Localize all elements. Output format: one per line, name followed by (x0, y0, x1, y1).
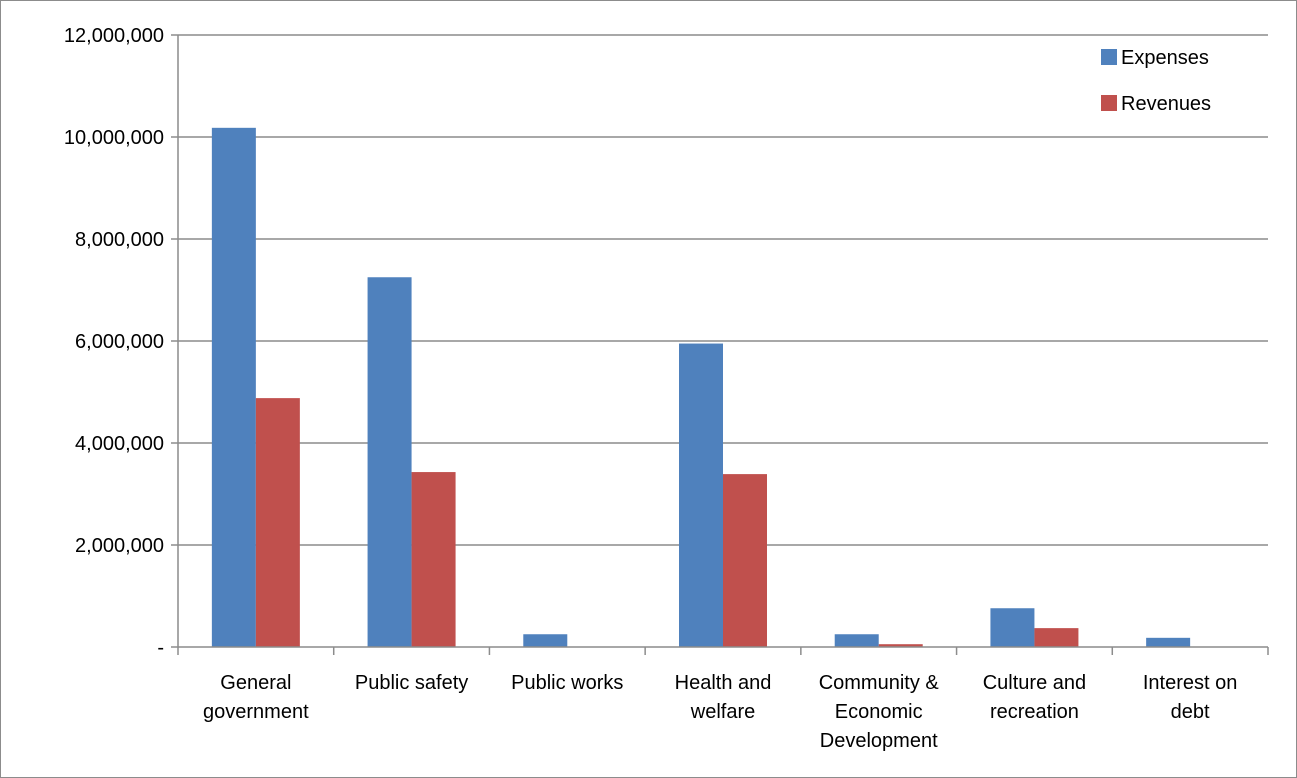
bar-revenues (878, 644, 923, 647)
bar-revenues (1034, 628, 1079, 647)
x-tick-label: Interest on debt (1143, 672, 1238, 723)
bar-expenses (211, 127, 256, 647)
bar-expenses (367, 277, 412, 647)
y-tick-label: 6,000,000 (75, 331, 164, 353)
x-tick-label: Culture and recreation (983, 672, 1086, 723)
bar-expenses (990, 608, 1035, 647)
y-tick-label: 12,000,000 (64, 25, 164, 47)
bar-expenses (523, 634, 568, 647)
x-tick-label: Public works (511, 672, 623, 694)
legend-swatch-expenses (1101, 49, 1117, 65)
y-tick-label: - (157, 637, 164, 659)
x-tick-label: Public safety (355, 672, 468, 694)
bar-expenses (834, 634, 879, 647)
y-tick-label: 8,000,000 (75, 229, 164, 251)
legend-swatch-revenues (1101, 95, 1117, 111)
y-tick-label: 10,000,000 (64, 127, 164, 149)
bar-expenses (1146, 637, 1191, 647)
x-tick-label: Community & Economic Development (819, 672, 940, 752)
x-tick-label: General government (203, 672, 309, 723)
legend-label-revenues: Revenues (1121, 93, 1211, 115)
legend-label-expenses: Expenses (1121, 47, 1209, 69)
bar-revenues (723, 474, 767, 647)
x-tick-label: Health and welfare (675, 672, 772, 723)
bar-expenses (679, 343, 723, 647)
y-tick-label: 4,000,000 (75, 433, 164, 455)
y-tick-label: 2,000,000 (75, 535, 164, 557)
bar-revenues (411, 472, 456, 647)
bar-revenues (255, 398, 300, 647)
